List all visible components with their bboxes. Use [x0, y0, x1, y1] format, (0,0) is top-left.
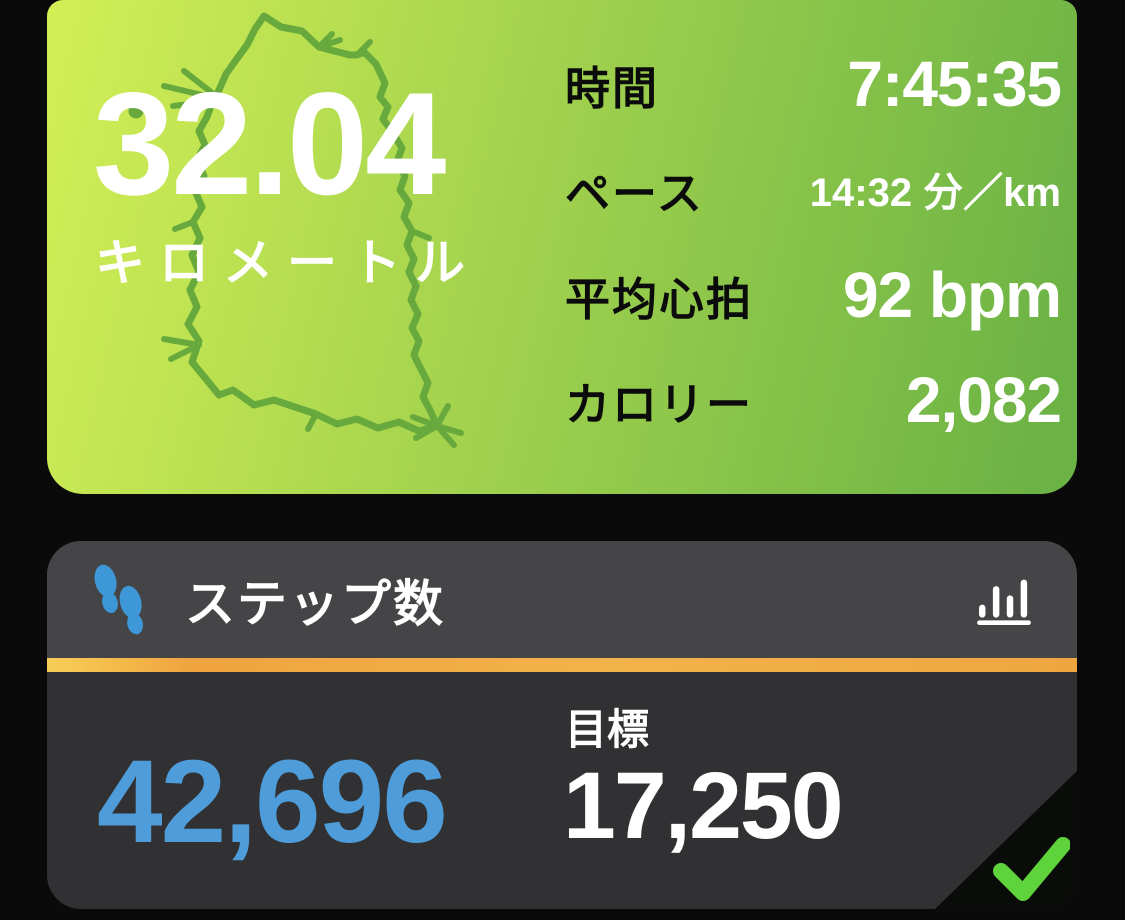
stat-value-pace: 14:32 分／km	[809, 171, 1061, 215]
goal-label: 目標	[565, 706, 650, 753]
distance-value: 32.04	[93, 62, 446, 225]
steps-count-value: 42,696	[97, 736, 448, 868]
stat-row-pace: ペース 14:32 分／km	[565, 136, 1061, 242]
bar-chart-icon	[977, 579, 1031, 625]
stat-value-calories: 2,082	[905, 364, 1062, 436]
checkmark-icon	[993, 837, 1070, 901]
steps-card-title: ステップ数	[185, 575, 445, 632]
footprints-icon	[94, 564, 143, 634]
stat-label-pace: ペース	[565, 167, 704, 219]
steps-card[interactable]: ステップ数 42,696 目標 17,250	[47, 541, 1077, 909]
distance-unit-label: キロメートル	[95, 235, 479, 291]
steps-card-header: ステップ数	[47, 541, 1077, 658]
steps-detail-button[interactable]	[977, 575, 1031, 625]
stat-label-calories: カロリー	[565, 378, 754, 430]
stat-label-avg-heart-rate: 平均心拍	[565, 273, 754, 325]
stat-value-avg-heart-rate: 92 bpm	[842, 259, 1062, 331]
activity-summary-card[interactable]: 32.04 キロメートル 時間 7:45:35 ペース 14:32 分／km 平…	[47, 0, 1077, 494]
stat-row-avg-heart-rate: 平均心拍 92 bpm	[565, 242, 1062, 348]
stat-label-time: 時間	[565, 62, 660, 114]
route-start-dot	[128, 103, 144, 119]
stat-value-time: 7:45:35	[847, 48, 1062, 120]
goal-value: 17,250	[563, 753, 844, 859]
stat-row-time: 時間 7:45:35	[565, 31, 1062, 137]
gps-route-icon	[128, 12, 464, 448]
stat-row-calories: カロリー 2,082	[565, 347, 1062, 453]
steps-accent-bar	[47, 658, 1077, 672]
